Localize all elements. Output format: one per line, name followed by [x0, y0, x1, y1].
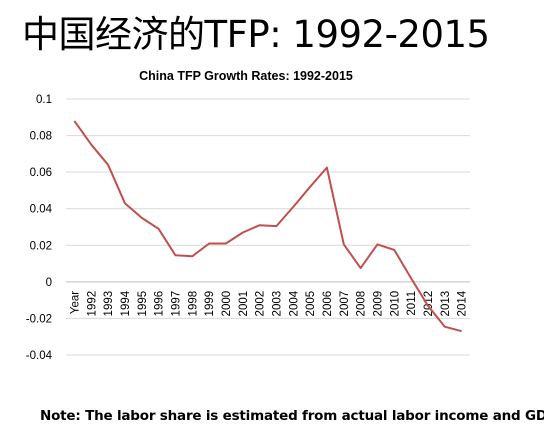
x-tick-label: Year [69, 291, 81, 314]
y-tick-label: 0.04 [30, 204, 53, 216]
x-tick-label: 2013 [440, 291, 452, 317]
x-tick-label: 2000 [221, 291, 233, 317]
line-chart: China TFP Growth Rates: 1992-2015 0.1 0.0… [26, 69, 470, 362]
x-tick-label: 2005 [305, 291, 317, 317]
x-tick-label: 1994 [120, 290, 132, 316]
x-tick-label: 2014 [457, 290, 469, 316]
y-tick-label: 0.1 [36, 94, 52, 106]
x-tick-label: 2006 [322, 291, 334, 317]
slide-title: 中国经济的TFP: 1992-2015 [22, 13, 490, 56]
y-tick-label: 0.06 [30, 167, 52, 179]
chart-title: China TFP Growth Rates: 1992-2015 [139, 69, 353, 83]
x-tick-label: 2008 [356, 291, 368, 317]
y-tick-label: 0.02 [30, 240, 52, 252]
y-tick-label: -0.02 [26, 313, 52, 325]
y-axis-ticks: 0.1 0.08 0.06 0.04 0.02 0 -0.02 -0.04 [26, 94, 53, 362]
series-lines [73, 120, 462, 333]
x-tick-label: 2011 [406, 291, 418, 316]
x-tick-label: 2002 [255, 291, 267, 317]
x-tick-label: 2003 [271, 291, 283, 317]
x-tick-label: 1995 [137, 291, 149, 317]
x-tick-label: 2001 [238, 291, 250, 317]
x-tick-label: 2009 [372, 291, 384, 317]
y-tick-label: -0.04 [26, 350, 53, 362]
x-tick-label: 2007 [339, 291, 351, 317]
series-line [73, 120, 462, 333]
footnote: Note: The labor share is estimated from … [40, 408, 544, 424]
x-axis-ticks: Year 1992 1993 1994 1995 1996 1997 1998 1999 2000… [69, 290, 468, 316]
x-tick-label: 1998 [187, 291, 199, 317]
x-tick-label: 1999 [204, 291, 216, 317]
x-tick-label: 1996 [154, 291, 166, 317]
x-tick-label: 2004 [288, 290, 300, 316]
x-tick-label: 1997 [170, 291, 182, 317]
y-tick-label: 0 [46, 277, 52, 289]
x-tick-label: 1992 [86, 291, 98, 317]
gridlines [66, 98, 470, 356]
y-tick-label: 0.08 [30, 131, 52, 143]
x-tick-label: 1993 [103, 291, 115, 317]
x-tick-label: 2010 [389, 291, 401, 317]
